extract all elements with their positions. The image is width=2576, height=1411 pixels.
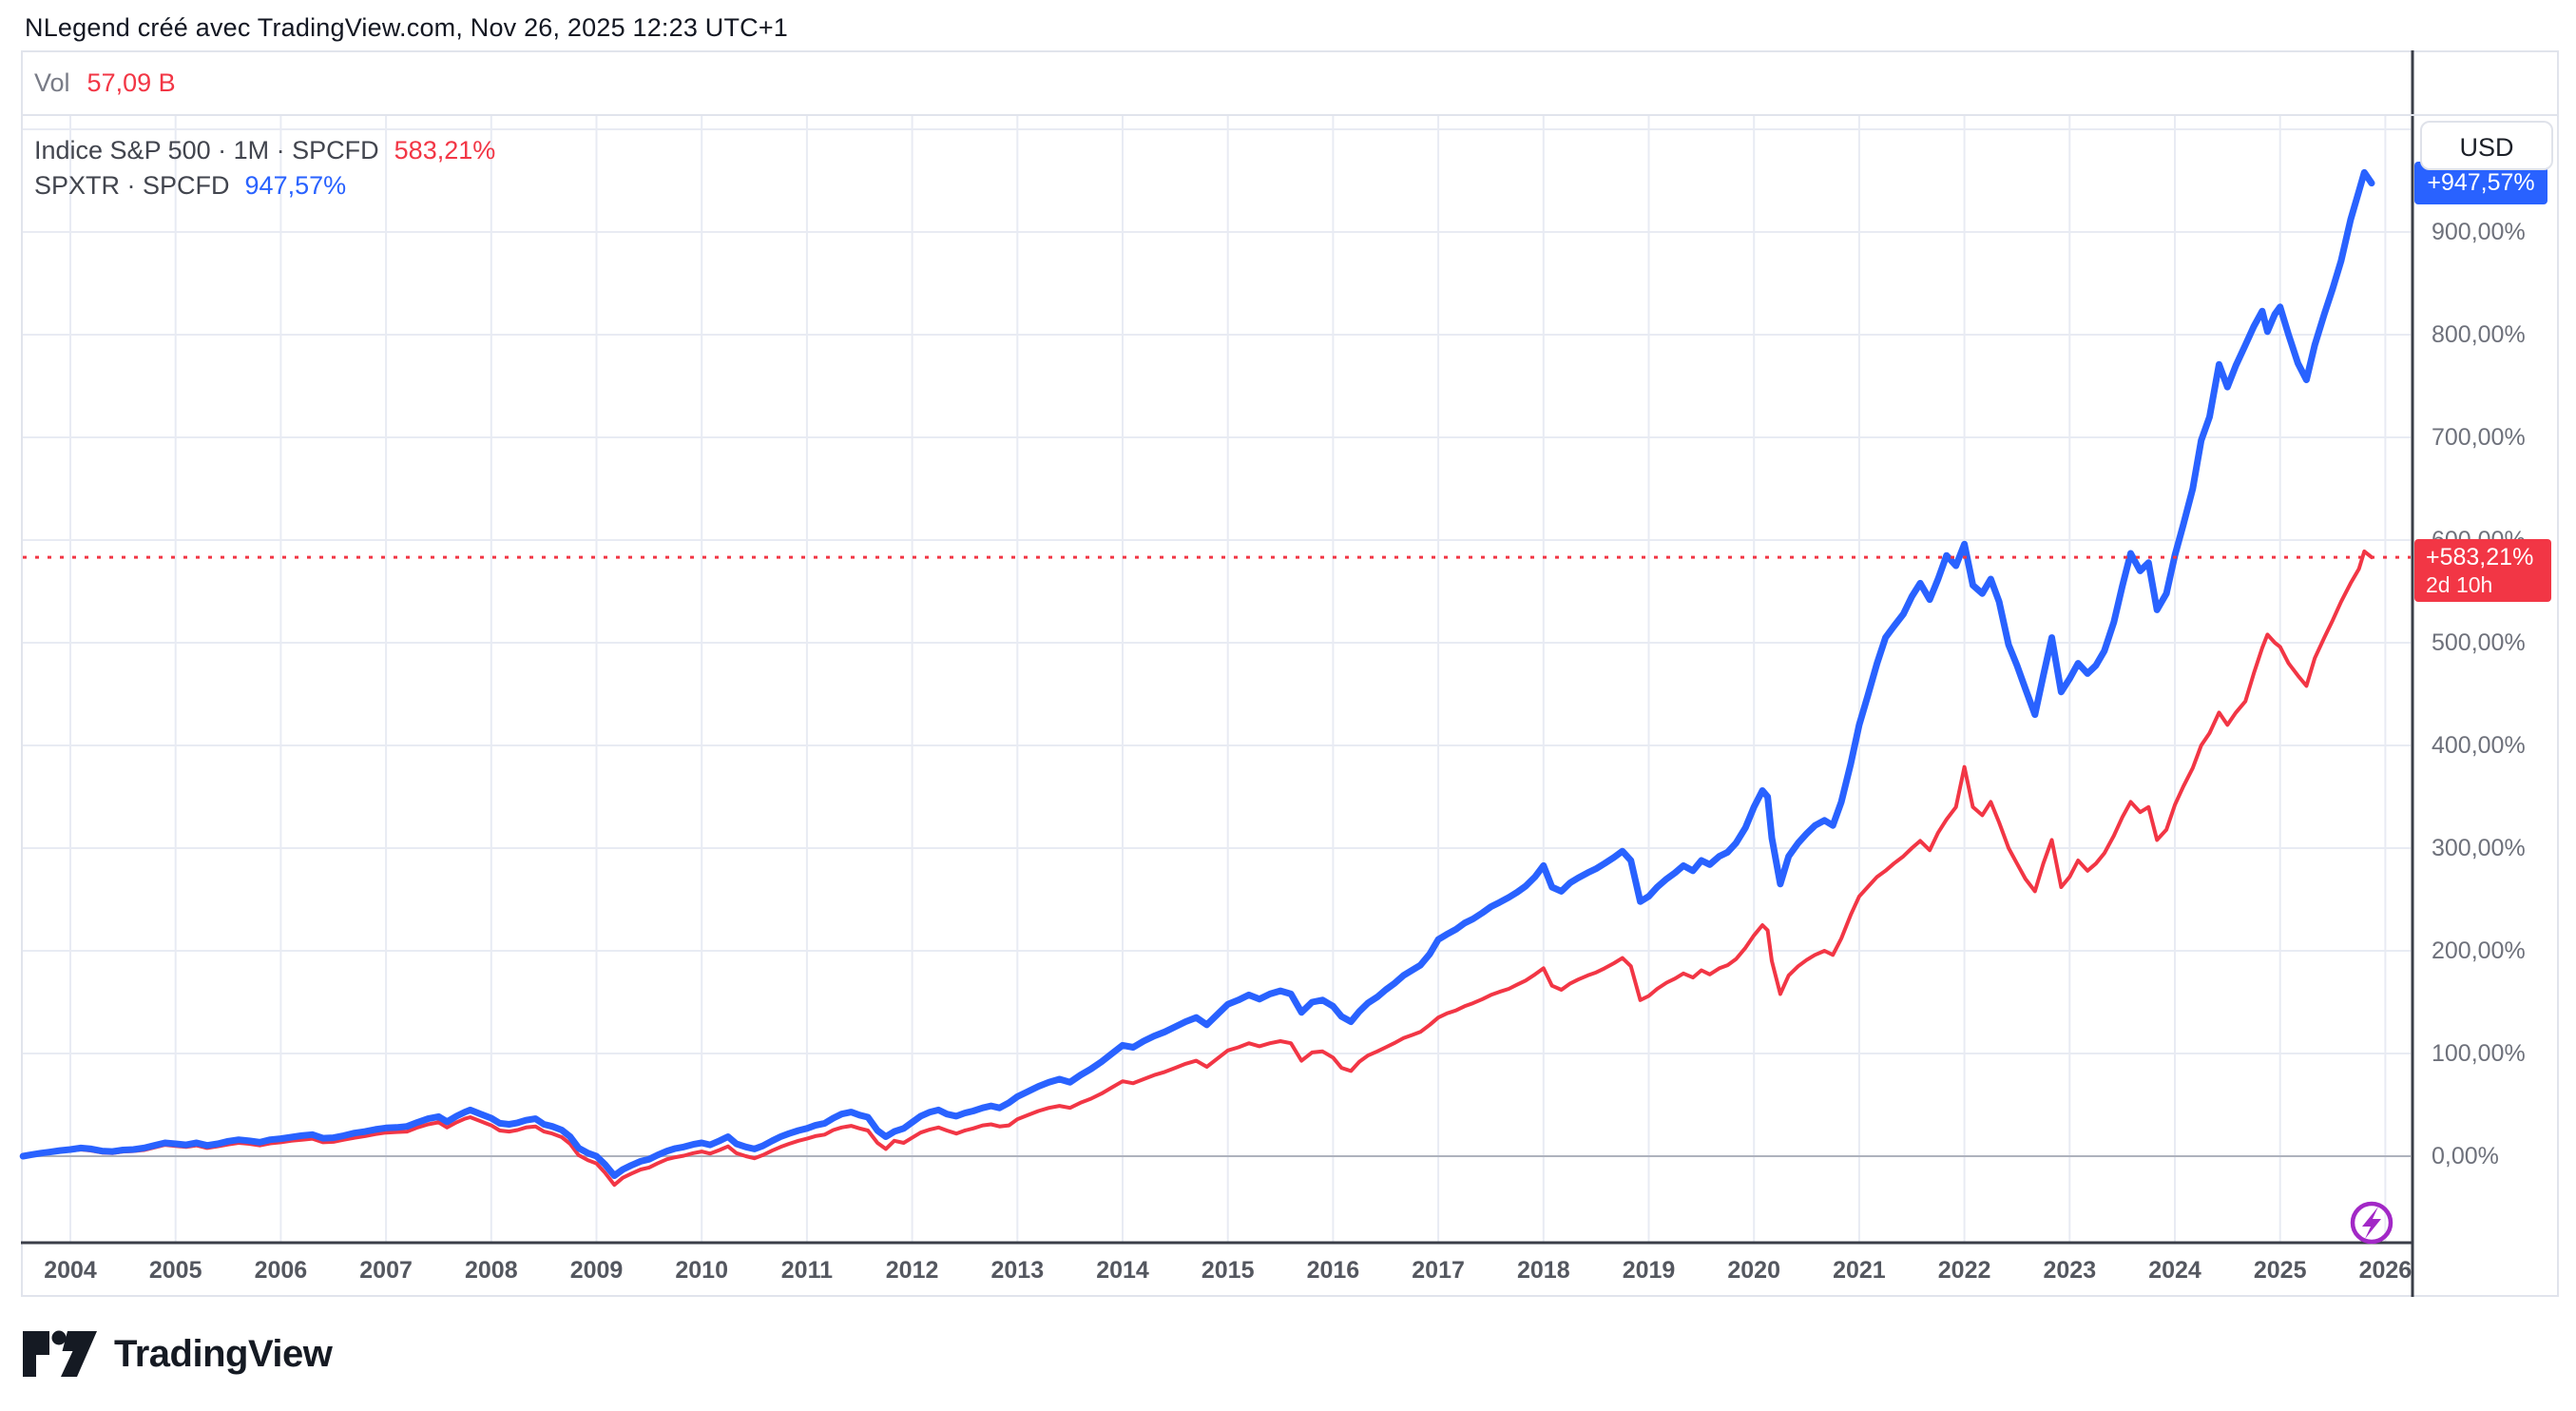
axis-lines bbox=[21, 50, 2414, 1297]
time-axis-label[interactable]: 2024 bbox=[2148, 1257, 2201, 1284]
time-axis-label[interactable]: 2006 bbox=[254, 1257, 308, 1284]
spxtr-line[interactable] bbox=[19, 168, 2375, 1179]
page-title: NLegend créé avec TradingView.com, Nov 2… bbox=[25, 13, 789, 42]
legend-symbol-spxtr: SPXTR · SPCFD bbox=[34, 171, 230, 200]
price-axis-label[interactable]: 200,00% bbox=[2432, 937, 2526, 964]
last-value-badge-spcfd[interactable]: +583,21% 2d 10h bbox=[2414, 539, 2551, 602]
time-axis-label[interactable]: 2018 bbox=[1516, 1257, 1570, 1284]
time-axis-label[interactable]: 2014 bbox=[1096, 1257, 1149, 1284]
price-axis-label[interactable]: 400,00% bbox=[2432, 732, 2526, 759]
legend-row-spxtr[interactable]: SPXTR · SPCFD 947,57% bbox=[34, 171, 346, 201]
time-axis-label[interactable]: 2026 bbox=[2358, 1257, 2413, 1284]
pane-separator[interactable] bbox=[21, 114, 2559, 116]
time-axis-label[interactable]: 2009 bbox=[569, 1257, 624, 1284]
tradingview-logo[interactable]: TradingView bbox=[23, 1329, 333, 1379]
price-axis-label[interactable]: 900,00% bbox=[2432, 219, 2526, 245]
legend-row-spcfd[interactable]: Indice S&P 500 · 1M · SPCFD 583,21% bbox=[34, 136, 495, 165]
time-axis-label[interactable]: 2012 bbox=[885, 1257, 939, 1284]
gridlines bbox=[23, 116, 2411, 1243]
time-axis-label[interactable]: 2021 bbox=[1833, 1257, 1886, 1284]
time-axis-label[interactable]: 2015 bbox=[1201, 1257, 1255, 1284]
time-axis-label[interactable]: 2020 bbox=[1727, 1257, 1780, 1284]
badge-red-value: +583,21% bbox=[2426, 544, 2534, 570]
time-axis-label[interactable]: 2016 bbox=[1306, 1257, 1360, 1284]
time-axis-label[interactable]: 2005 bbox=[148, 1257, 202, 1284]
price-axis-label[interactable]: 0,00% bbox=[2432, 1143, 2499, 1169]
volume-legend[interactable]: Vol 57,09 B bbox=[34, 68, 176, 98]
price-axis-label[interactable]: 500,00% bbox=[2432, 629, 2526, 656]
legend-symbol-spcfd: Indice S&P 500 · 1M · SPCFD bbox=[34, 136, 379, 164]
currency-button[interactable]: USD bbox=[2420, 121, 2553, 170]
price-axis-label[interactable]: 700,00% bbox=[2432, 424, 2526, 451]
spcfd-line[interactable] bbox=[21, 549, 2374, 1188]
price-axis-label[interactable]: 800,00% bbox=[2432, 321, 2526, 348]
price-axis-label[interactable]: 100,00% bbox=[2432, 1040, 2526, 1067]
time-axis-label[interactable]: 2019 bbox=[1622, 1257, 1676, 1284]
time-axis-label[interactable]: 2004 bbox=[44, 1257, 97, 1284]
tradingview-wordmark: TradingView bbox=[114, 1332, 333, 1375]
time-axis-label[interactable]: 2008 bbox=[464, 1257, 518, 1284]
series-lines bbox=[19, 168, 2411, 1188]
price-axis-label[interactable]: 300,00% bbox=[2432, 835, 2526, 861]
legend-value-spcfd: 583,21% bbox=[394, 136, 496, 164]
time-axis-label[interactable]: 2023 bbox=[2043, 1257, 2097, 1284]
flash-icon[interactable] bbox=[2350, 1201, 2393, 1245]
time-axis-label[interactable]: 2017 bbox=[1412, 1257, 1465, 1284]
time-axis-label[interactable]: 2013 bbox=[990, 1257, 1045, 1284]
time-axis-label[interactable]: 2011 bbox=[780, 1257, 834, 1284]
chart-widget-frame bbox=[21, 50, 2559, 1297]
badge-red-countdown: 2d 10h bbox=[2426, 572, 2493, 597]
tradingview-logo-icon bbox=[23, 1330, 97, 1377]
legend-value-spxtr: 947,57% bbox=[244, 171, 347, 200]
time-axis-label[interactable]: 2010 bbox=[675, 1257, 728, 1284]
volume-value: 57,09 B bbox=[87, 68, 176, 97]
time-axis-label[interactable]: 2025 bbox=[2253, 1257, 2307, 1284]
volume-label: Vol bbox=[34, 68, 70, 97]
time-axis-label[interactable]: 2022 bbox=[1937, 1257, 1991, 1284]
time-axis-label[interactable]: 2007 bbox=[359, 1257, 413, 1284]
